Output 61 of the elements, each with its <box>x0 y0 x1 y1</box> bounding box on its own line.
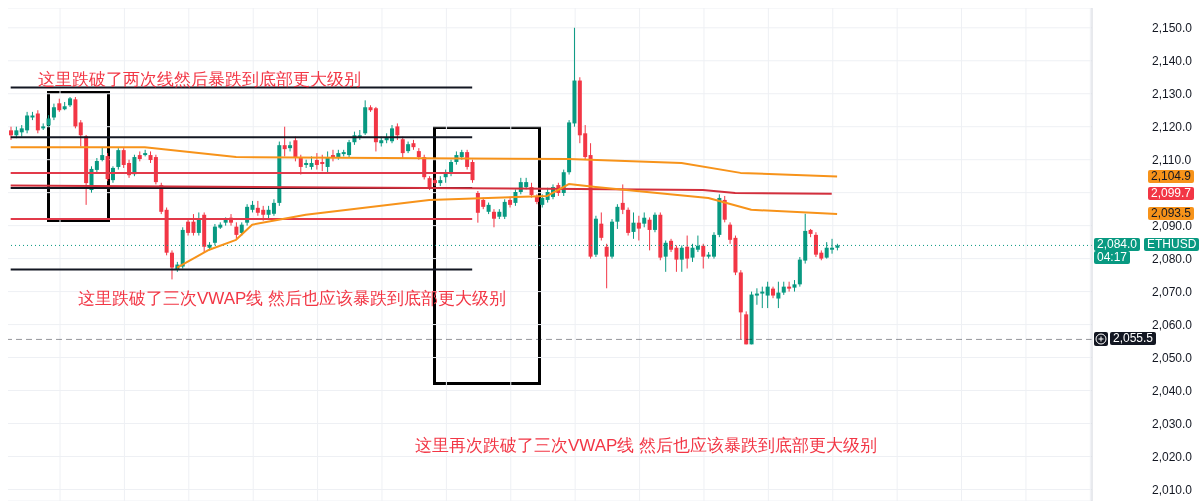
y-tick-label: 2,120.0 <box>1152 119 1193 134</box>
candlestick <box>652 211 657 233</box>
candlestick <box>282 126 287 157</box>
text: 2,093.5 <box>1148 206 1195 220</box>
candlestick <box>615 203 620 230</box>
candlestick <box>304 159 309 169</box>
candlestick <box>620 183 625 215</box>
y-tick-label: 2,070.0 <box>1152 284 1193 299</box>
candlestick <box>508 197 513 209</box>
text: 04:17 <box>1094 250 1131 264</box>
candlestick <box>626 207 631 237</box>
candlestick <box>760 286 765 309</box>
ref-line-label: 2,084.0 <box>1094 237 1141 252</box>
candlestick <box>631 211 636 240</box>
candlestick <box>599 211 604 241</box>
candlestick <box>502 198 507 220</box>
candlestick <box>298 154 303 176</box>
y-tick-label: 2,080.0 <box>1152 251 1193 266</box>
text: ETHUSD <box>1144 237 1200 251</box>
line-series <box>9 184 833 195</box>
candlestick <box>116 147 121 171</box>
candlestick <box>636 215 641 241</box>
candlestick <box>765 281 770 309</box>
candlestick <box>491 208 496 228</box>
candlestick <box>169 249 174 280</box>
candlestick <box>400 136 405 159</box>
candlestick <box>685 235 690 270</box>
line-series <box>176 183 839 269</box>
y-tick-label: 2,130.0 <box>1152 87 1193 101</box>
line-series <box>9 146 839 178</box>
ref-line-label: 2,055.5 <box>1110 331 1157 346</box>
annotation: 这里跌破了两次线然后暴跌到底部更大级别 <box>38 69 361 91</box>
candlestick <box>432 177 437 187</box>
candlestick <box>9 126 13 141</box>
y-tick-label: 2,090.0 <box>1152 218 1193 233</box>
text: 2,099.7 <box>1148 186 1195 200</box>
y-tick-label: 2,030.0 <box>1152 416 1193 431</box>
candlestick <box>35 109 40 134</box>
candlestick <box>105 152 110 182</box>
y-tick-label: 2,110.0 <box>1152 152 1192 167</box>
candlestick <box>196 211 201 237</box>
annotation: 这里再次跌破了三次VWAP线 然后也应该暴跌到底部更大级别 <box>415 435 878 457</box>
y-tick-label: 2,150.0 <box>1152 21 1193 36</box>
candlestick <box>288 141 293 152</box>
y-tick-label: 2,140.0 <box>1152 54 1193 69</box>
candlestick <box>470 159 475 184</box>
candlestick <box>787 281 792 293</box>
candlestick <box>647 216 652 251</box>
candlestick <box>776 281 781 309</box>
y-tick-label: 2,050.0 <box>1152 350 1193 365</box>
text: 2,104.9 <box>1148 169 1195 183</box>
candlestick <box>722 195 727 223</box>
y-tick-label: 2,020.0 <box>1152 449 1193 464</box>
y-tick-label: 2,060.0 <box>1152 317 1193 332</box>
candlestick <box>604 243 609 289</box>
candlestick <box>78 119 83 147</box>
y-tick-label: 2,040.0 <box>1152 383 1193 398</box>
candlestick <box>701 243 706 270</box>
y-tick-label: 2,010.0 <box>1152 482 1193 497</box>
candlestick <box>293 136 298 162</box>
candlestick <box>330 149 335 162</box>
